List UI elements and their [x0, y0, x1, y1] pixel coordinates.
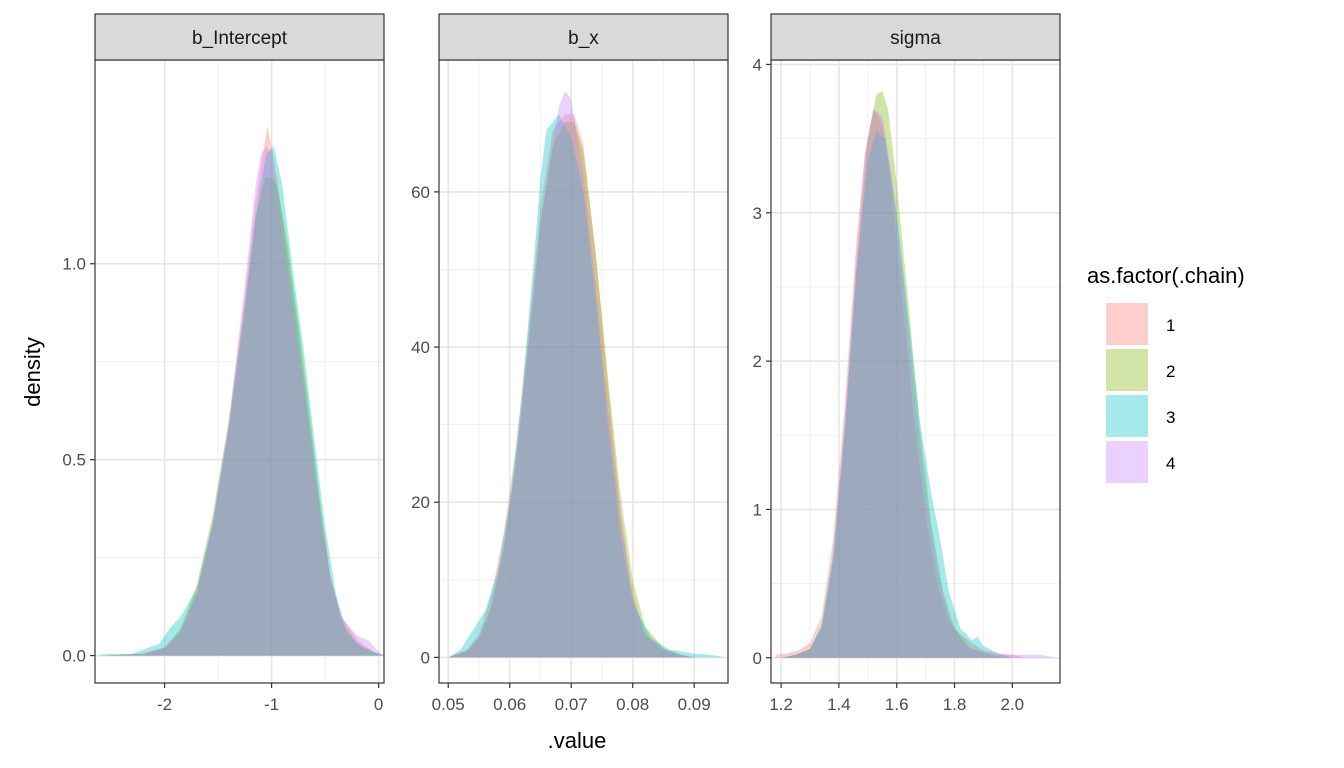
density-area-chain-4 [105, 146, 384, 656]
y-tick-label: 4 [753, 55, 762, 74]
density-area-chain-3 [100, 146, 385, 656]
x-tick-label: 1.4 [827, 695, 851, 714]
strip-background [438, 13, 729, 61]
x-tick-label: 1.2 [769, 695, 793, 714]
x-tick-label: 1.6 [885, 695, 909, 714]
y-tick-label: 20 [411, 493, 430, 512]
y-tick-label: 1 [753, 500, 762, 519]
strip-label: b_Intercept [192, 28, 288, 49]
density-area-chain-1 [105, 126, 384, 656]
legend-key-background [1105, 302, 1149, 346]
x-tick-label: 0.07 [555, 695, 588, 714]
x-tick-label: 2.0 [1000, 695, 1024, 714]
density-areas [775, 91, 1056, 658]
y-axis-title: density [20, 337, 45, 407]
density-area-chain-1 [775, 109, 1027, 658]
x-axis-title: .value [548, 728, 607, 753]
y-tick-label: 1.0 [62, 255, 86, 274]
legend-key-swatch-1 [1106, 303, 1148, 345]
legend-title: as.factor(.chain) [1087, 263, 1245, 288]
x-tick-label: 1.8 [943, 695, 967, 714]
facet-panels: b_Intercept -2 -1 0 0.0 0.5 1.0 b_x 0.05 0.06 0.07… [62, 13, 1061, 714]
x-tick-label: 0.09 [678, 695, 711, 714]
facet-panel-b_Intercept: b_Intercept -2 -1 0 0.0 0.5 1.0 [62, 13, 385, 714]
legend: as.factor(.chain) 1 2 3 4 [1087, 263, 1245, 484]
y-tick-label: 0.0 [62, 647, 86, 666]
density-area-chain-3 [448, 114, 725, 658]
legend-key-background [1105, 348, 1149, 392]
y-tick-label: 60 [411, 183, 430, 202]
density-area-chain-2 [781, 91, 1013, 658]
y-tick-label: 0 [753, 649, 762, 668]
density-areas [100, 126, 385, 656]
facet-panel-b_x: b_x 0.05 0.06 0.07 0.08 0.09 0 20 40 60 [411, 13, 729, 714]
density-area-chain-2 [105, 177, 384, 656]
y-tick-label: 40 [411, 338, 430, 357]
x-tick-label: 0.06 [493, 695, 526, 714]
density-area-chain-3 [781, 131, 1013, 658]
legend-key-swatch-3 [1106, 395, 1148, 437]
density-area-chain-4 [448, 91, 695, 658]
strip-background [770, 13, 1061, 61]
density-area-chain-4 [781, 109, 1056, 658]
panel-background [439, 60, 728, 683]
y-tick-label: 0.5 [62, 451, 86, 470]
legend-key-label: 3 [1166, 408, 1175, 427]
density-areas [448, 91, 725, 658]
legend-key-label: 2 [1166, 362, 1175, 381]
legend-key-swatch-2 [1106, 349, 1148, 391]
legend-key-label: 4 [1166, 454, 1175, 473]
x-tick-label: -1 [264, 695, 279, 714]
x-tick-label: 0.05 [432, 695, 465, 714]
panel-background [95, 60, 384, 683]
strip-label: sigma [890, 28, 941, 49]
legend-key-background [1105, 440, 1149, 484]
legend-key-label: 1 [1166, 316, 1175, 335]
density-area-chain-1 [448, 114, 695, 658]
legend-keys: 1 2 3 4 [1105, 302, 1175, 484]
facet-panel-sigma: sigma 1.2 1.4 1.6 1.8 2.0 0 1 2 3 4 [753, 13, 1061, 714]
x-tick-label: 0 [374, 695, 383, 714]
density-area-chain-2 [448, 122, 695, 658]
x-tick-label: -2 [157, 695, 172, 714]
y-tick-label: 2 [753, 352, 762, 371]
y-tick-label: 0 [421, 648, 430, 667]
y-tick-label: 3 [753, 204, 762, 223]
legend-key-background [1105, 394, 1149, 438]
strip-background [94, 13, 385, 61]
legend-key-swatch-4 [1106, 441, 1148, 483]
strip-label: b_x [568, 28, 599, 49]
x-tick-label: 0.08 [616, 695, 649, 714]
